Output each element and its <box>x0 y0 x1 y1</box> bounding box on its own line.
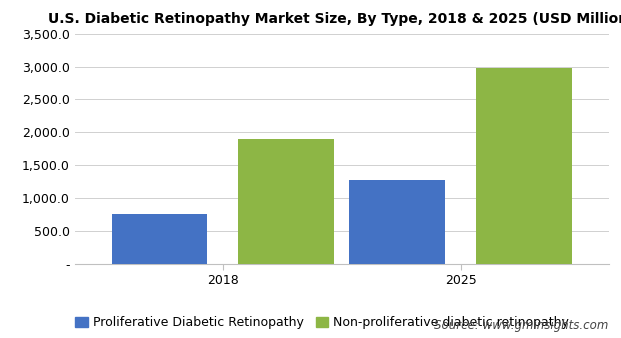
Bar <box>476 68 571 264</box>
Text: Source: www.gminsights.com: Source: www.gminsights.com <box>434 319 609 332</box>
Bar <box>238 139 333 264</box>
Bar <box>112 214 207 264</box>
Title: U.S. Diabetic Retinopathy Market Size, By Type, 2018 & 2025 (USD Million): U.S. Diabetic Retinopathy Market Size, B… <box>48 12 621 26</box>
Legend: Proliferative Diabetic Retinopathy, Non-proliferative diabetic retinopathy: Proliferative Diabetic Retinopathy, Non-… <box>70 311 574 334</box>
Bar <box>350 180 445 264</box>
